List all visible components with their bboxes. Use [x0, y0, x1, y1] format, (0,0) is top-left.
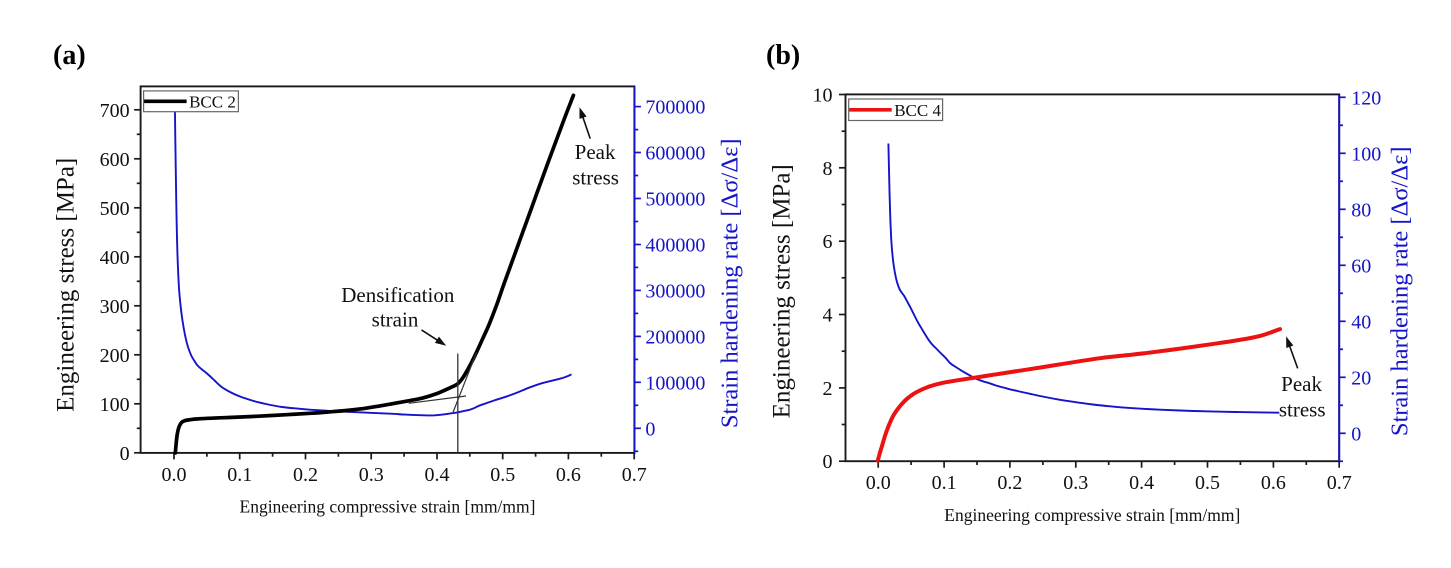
svg-text:0.2: 0.2	[293, 464, 318, 486]
svg-text:600: 600	[100, 149, 130, 171]
svg-text:Engineering stress [MPa]: Engineering stress [MPa]	[769, 164, 796, 418]
svg-text:0.6: 0.6	[1261, 472, 1286, 494]
svg-text:500000: 500000	[645, 189, 705, 211]
svg-text:0: 0	[645, 418, 655, 440]
svg-text:0: 0	[823, 451, 833, 473]
svg-text:Engineering compressive strain: Engineering compressive strain [mm/mm]	[240, 497, 536, 517]
svg-text:8: 8	[823, 158, 833, 180]
svg-text:0.3: 0.3	[359, 464, 384, 486]
svg-text:400: 400	[100, 247, 130, 269]
svg-text:BCC 2: BCC 2	[189, 93, 236, 112]
svg-text:strain: strain	[372, 308, 419, 332]
svg-text:Peak: Peak	[1281, 372, 1322, 396]
svg-text:stress: stress	[1279, 397, 1326, 421]
svg-text:0.1: 0.1	[932, 472, 957, 494]
svg-text:500: 500	[100, 198, 130, 220]
svg-text:2: 2	[823, 378, 833, 400]
svg-text:20: 20	[1351, 367, 1371, 389]
svg-text:Peak: Peak	[575, 140, 616, 164]
svg-text:Engineering compressive strain: Engineering compressive strain [mm/mm]	[944, 505, 1240, 525]
svg-text:stress: stress	[572, 166, 619, 190]
svg-text:0.0: 0.0	[866, 472, 891, 494]
svg-text:40: 40	[1351, 311, 1371, 333]
svg-text:0.5: 0.5	[1195, 472, 1220, 494]
svg-text:0.1: 0.1	[227, 464, 252, 486]
svg-text:Engineering stress [MPa]: Engineering stress [MPa]	[53, 158, 80, 412]
svg-text:120: 120	[1351, 87, 1381, 109]
svg-text:0.3: 0.3	[1063, 472, 1088, 494]
svg-text:0.4: 0.4	[425, 464, 450, 486]
svg-text:Strain hardening rate [Δσ/Δε]: Strain hardening rate [Δσ/Δε]	[717, 138, 744, 428]
svg-text:(b): (b)	[766, 40, 800, 71]
svg-text:300: 300	[100, 296, 130, 318]
svg-text:60: 60	[1351, 255, 1371, 277]
svg-text:100000: 100000	[645, 372, 705, 394]
svg-text:700: 700	[100, 100, 130, 122]
svg-text:0: 0	[1351, 423, 1361, 445]
svg-text:Strain hardening rate [Δσ/Δε]: Strain hardening rate [Δσ/Δε]	[1387, 146, 1414, 436]
svg-text:0.7: 0.7	[1327, 472, 1352, 494]
svg-text:200000: 200000	[645, 326, 705, 348]
svg-text:Densification: Densification	[341, 283, 455, 307]
svg-text:80: 80	[1351, 199, 1371, 221]
svg-text:4: 4	[823, 305, 833, 327]
svg-text:0: 0	[120, 443, 130, 465]
svg-text:100: 100	[1351, 143, 1381, 165]
svg-text:200: 200	[100, 345, 130, 367]
svg-text:0.7: 0.7	[622, 464, 647, 486]
svg-text:(a): (a)	[53, 40, 86, 71]
svg-text:6: 6	[823, 231, 833, 253]
svg-text:0.6: 0.6	[556, 464, 581, 486]
svg-text:0.2: 0.2	[997, 472, 1022, 494]
svg-text:700000: 700000	[645, 97, 705, 119]
svg-text:0.4: 0.4	[1129, 472, 1154, 494]
svg-text:600000: 600000	[645, 143, 705, 165]
svg-text:300000: 300000	[645, 280, 705, 302]
svg-text:400000: 400000	[645, 235, 705, 257]
svg-text:10: 10	[813, 85, 833, 107]
svg-text:0.5: 0.5	[490, 464, 515, 486]
svg-text:0.0: 0.0	[162, 464, 187, 486]
svg-text:BCC 4: BCC 4	[894, 101, 941, 120]
svg-text:100: 100	[100, 394, 130, 416]
